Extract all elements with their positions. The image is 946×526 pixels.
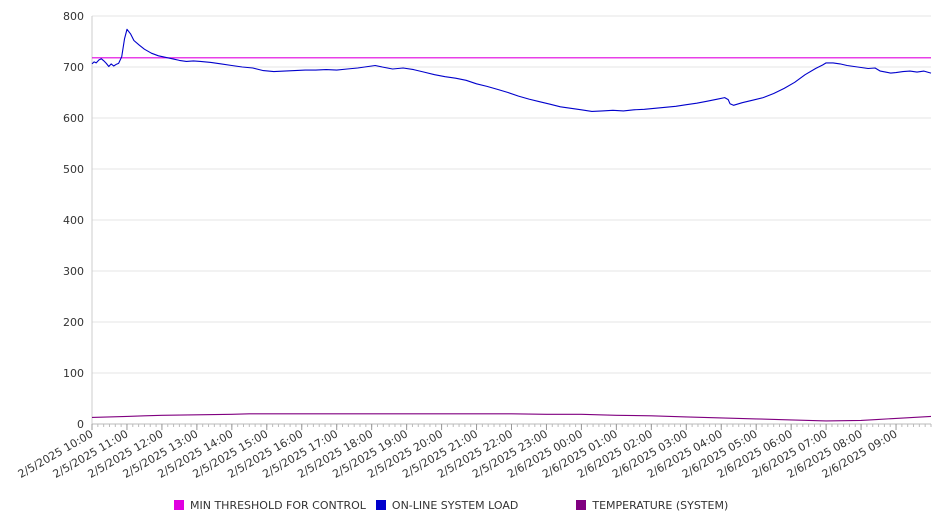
legend-label-system-load: ON-LINE SYSTEM LOAD [391, 498, 519, 512]
legend: MIN THRESHOLD FOR CONTROL ON-LINE SYSTEM… [174, 497, 728, 513]
legend-label-min-threshold: MIN THRESHOLD FOR CONTROL [190, 498, 366, 512]
series-lines [91, 28, 932, 422]
series-line-2 [91, 413, 932, 422]
series-line-1 [91, 28, 932, 112]
y-tick-label: 100 [63, 367, 84, 380]
y-tick-label: 500 [63, 163, 84, 176]
grid-lines [92, 15, 931, 374]
y-tick-label: 700 [63, 61, 84, 74]
y-tick-label: 600 [63, 112, 84, 125]
y-tick-label: 200 [63, 316, 84, 329]
legend-swatch-system-load [375, 500, 386, 510]
legend-swatch-temperature [576, 500, 587, 510]
y-tick-label: 800 [63, 10, 84, 23]
legend-label-temperature: TEMPERATURE (SYSTEM) [592, 498, 729, 512]
y-tick-label: 300 [63, 265, 84, 278]
legend-item[interactable]: ON-LINE SYSTEM LOAD [375, 498, 519, 512]
y-tick-label: 0 [77, 418, 84, 431]
y-tick-label: 400 [63, 214, 84, 227]
x-axis: 2/5/2025 10:002/5/2025 11:002/5/2025 12:… [16, 423, 932, 481]
legend-item[interactable]: TEMPERATURE (SYSTEM) [576, 499, 728, 512]
y-axis: 0 100 200 300 400 500 600 700 800 [63, 10, 93, 431]
legend-item[interactable]: MIN THRESHOLD FOR CONTROL [174, 499, 366, 512]
legend-swatch-min-threshold [174, 500, 184, 510]
